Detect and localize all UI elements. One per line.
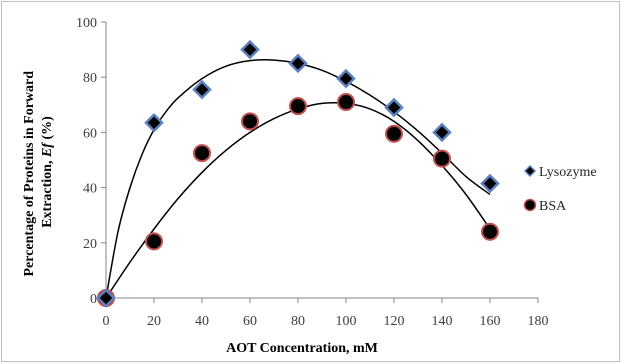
- x-tick-label: 0: [103, 314, 110, 329]
- x-tick-label: 20: [147, 314, 161, 329]
- bsa-point: [385, 124, 403, 143]
- bsa-point: [193, 144, 211, 163]
- trendline-lysozyme: [105, 59, 491, 299]
- bsa-point: [145, 232, 163, 251]
- lysozyme-point: [480, 173, 500, 194]
- y-tick-label: 100: [76, 16, 97, 31]
- y-axis-title-line1: Percentage of Proteins in Forward: [22, 71, 37, 277]
- x-tick-label: 120: [384, 314, 405, 329]
- data-markers: [96, 39, 500, 308]
- y-axis-title-suffix: (%): [40, 116, 55, 143]
- bsa-point: [433, 149, 451, 168]
- legend-marker-lysozyme: [523, 164, 537, 178]
- bsa-point: [289, 97, 307, 116]
- y-tick-label: 20: [83, 237, 97, 252]
- y-axis-title-prefix: Extraction,: [40, 157, 55, 228]
- y-tick-label: 60: [83, 126, 97, 141]
- x-tick-label: 140: [432, 314, 453, 329]
- y-axis-title-italic: Ef: [40, 142, 55, 158]
- lysozyme-point: [384, 97, 404, 118]
- lysozyme-point: [288, 53, 308, 74]
- trendlines: [105, 59, 491, 299]
- bsa-point: [481, 222, 499, 241]
- legend: Lysozyme BSA: [523, 164, 597, 214]
- bsa-point: [337, 93, 355, 112]
- lysozyme-point: [192, 79, 212, 100]
- y-axis-title: Percentage of Proteins in Forward Extrac…: [22, 67, 55, 276]
- y-tick-label: 0: [90, 292, 97, 307]
- legend-label-lysozyme: Lysozyme: [539, 165, 597, 180]
- lysozyme-point: [432, 122, 452, 143]
- x-tick-label: 180: [528, 314, 549, 329]
- y-tick-label: 80: [83, 71, 97, 86]
- x-tick-label: 160: [480, 314, 501, 329]
- axes: 0 20 40 60 80 100 0 20 40 60 80 100 120 140 160 180: [76, 16, 549, 329]
- x-tick-label: 40: [195, 314, 209, 329]
- lysozyme-point: [336, 68, 356, 89]
- x-tick-label: 60: [243, 314, 257, 329]
- y-ticks: 0 20 40 60 80 100: [76, 16, 106, 307]
- lysozyme-point: [144, 112, 164, 133]
- bsa-point: [241, 112, 259, 131]
- lysozyme-point: [96, 288, 116, 308]
- lysozyme-point: [240, 39, 260, 60]
- legend-label-bsa: BSA: [539, 199, 567, 214]
- legend-marker-bsa: [523, 198, 537, 212]
- y-tick-label: 40: [83, 182, 97, 197]
- x-tick-label: 80: [291, 314, 305, 329]
- x-tick-label: 100: [336, 314, 357, 329]
- trendline-bsa: [105, 101, 491, 299]
- x-ticks: 0 20 40 60 80 100 120 140 160 180: [103, 298, 549, 329]
- x-axis-title: AOT Concentration, mM: [226, 341, 378, 356]
